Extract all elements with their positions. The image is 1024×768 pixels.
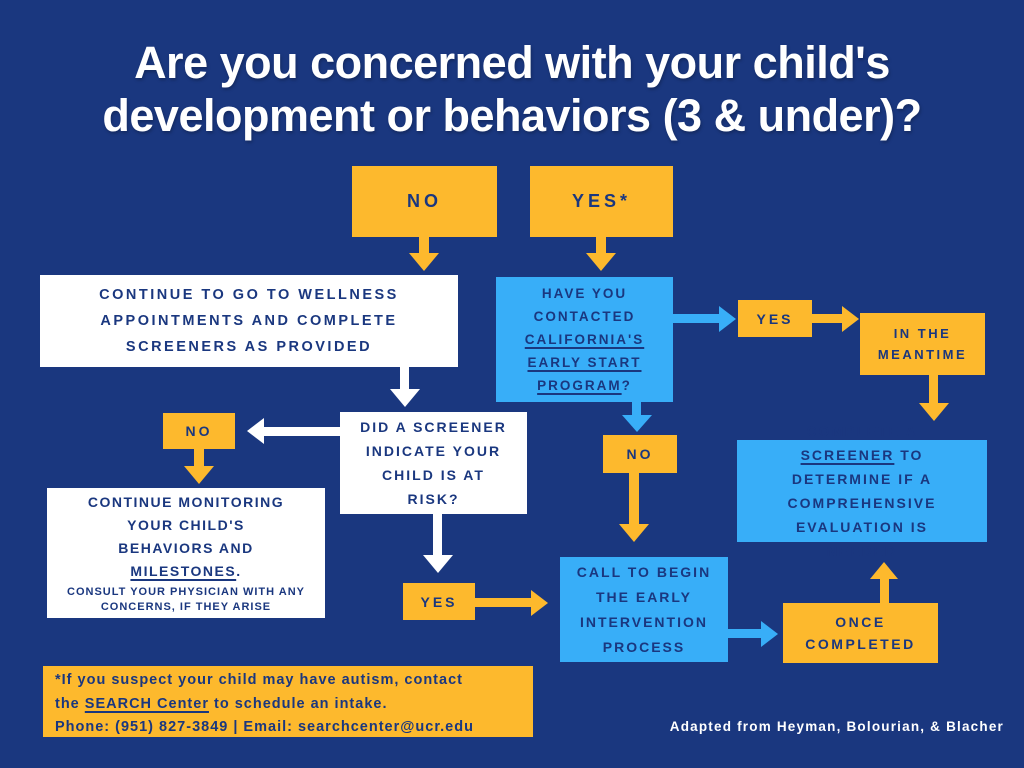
node-monitoring-subtext: CONSULT YOUR PHYSICIAN WITH ANY CONCERNS… <box>67 586 305 613</box>
arrow-once-screener-stem <box>880 579 889 603</box>
arrow-screener-yesbottom-head <box>423 555 453 573</box>
node-continue-monitoring: CONTINUE MONITORING YOUR CHILD'S BEHAVIO… <box>47 488 325 618</box>
footnote-line2-post: to schedule an intake. <box>208 695 388 712</box>
arrow-wellness-screener-stem <box>400 367 409 389</box>
footnote-line2-pre: the <box>55 695 85 712</box>
arrow-once-screener-head <box>870 562 898 579</box>
node-wellness: CONTINUE TO GO TO WELLNESS APPOINTMENTS … <box>40 275 458 367</box>
arrow-noleft-monitoring-stem <box>194 449 204 466</box>
early-start-program-link[interactable]: CALIFORNIA'S EARLY START PROGRAM <box>524 332 645 393</box>
arrow-earlystart-no-stem <box>632 402 641 415</box>
arrow-nomiddle-call-head <box>619 524 649 542</box>
arrow-yes-top-stem <box>596 237 606 253</box>
node-no-top-label: NO <box>407 191 442 211</box>
footnote-contact-line: Phone: (951) 827-3849 | Email: searchcen… <box>55 719 474 735</box>
screener-link[interactable]: SCREENER <box>800 447 895 463</box>
node-once-completed: ONCE COMPLETED <box>783 603 938 663</box>
node-in-the-meantime-text: IN THE MEANTIME <box>877 326 968 362</box>
node-yes-top-label: YES* <box>571 191 632 211</box>
node-complete-screener: COMPLETE A SCREENER TO DETERMINE IF A CO… <box>737 423 987 559</box>
page-title-line1: Are you concerned with your child's <box>134 37 890 88</box>
arrow-earlystart-yes-stem <box>673 314 719 323</box>
node-complete-screener-text: COMPLETE A SCREENER TO DETERMINE IF A CO… <box>762 419 962 563</box>
page-title: Are you concerned with your child's deve… <box>0 36 1024 142</box>
node-early-start-text: HAVE YOU CONTACTED CALIFORNIA'S EARLY ST… <box>504 282 665 397</box>
node-no-middle: NO <box>603 435 677 473</box>
arrow-yesbottom-call-stem <box>475 598 531 607</box>
arrow-earlystart-no-head <box>622 415 652 432</box>
node-did-screener-text: DID A SCREENER INDICATE YOUR CHILD IS AT… <box>360 419 507 507</box>
node-yes-bottom-label: YES <box>420 593 458 610</box>
node-monitoring-main: CONTINUE MONITORING YOUR CHILD'S BEHAVIO… <box>47 491 325 583</box>
arrow-nomiddle-call-stem <box>629 473 639 524</box>
arrow-screener-noleft-stem <box>264 427 340 436</box>
node-yes-right-label: YES <box>756 310 794 327</box>
node-no-middle-label: NO <box>626 446 654 462</box>
arrow-screener-yesbottom-stem <box>433 514 442 555</box>
node-early-start-post: ? <box>621 378 632 393</box>
node-wellness-text: CONTINUE TO GO TO WELLNESS APPOINTMENTS … <box>99 287 399 355</box>
search-center-link[interactable]: SEARCH Center <box>84 695 209 712</box>
node-early-start-pre: HAVE YOU CONTACTED <box>533 286 636 324</box>
arrow-no-top-stem <box>419 237 429 253</box>
attribution-text: Adapted from Heyman, Bolourian, & Blache… <box>669 719 1004 734</box>
node-complete-screener-post: TO DETERMINE IF A COMPREHENSIVE EVALUATI… <box>787 447 937 559</box>
node-call-to-begin: CALL TO BEGIN THE EARLY INTERVENTION PRO… <box>560 557 728 662</box>
node-no-top: NO <box>352 166 497 237</box>
node-monitoring-post: . <box>236 563 242 579</box>
arrow-screener-noleft-head <box>247 418 264 444</box>
footnote-line2: the SEARCH Center to schedule an intake. <box>55 693 521 717</box>
node-no-left-label: NO <box>185 423 213 439</box>
footnote-line1: *If you suspect your child may have auti… <box>55 672 463 688</box>
milestones-link[interactable]: MILESTONES <box>130 563 237 579</box>
arrow-meantime-screener-stem <box>929 375 938 403</box>
arrow-yesright-meantime-head <box>842 306 859 332</box>
arrow-yes-top-head <box>586 253 616 271</box>
node-yes-bottom: YES <box>403 583 475 620</box>
node-call-to-begin-text: CALL TO BEGIN THE EARLY INTERVENTION PRO… <box>576 563 712 655</box>
node-yes-right: YES <box>738 300 812 337</box>
node-no-left: NO <box>163 413 235 449</box>
node-did-screener-question: DID A SCREENER INDICATE YOUR CHILD IS AT… <box>340 412 527 514</box>
arrow-call-once-stem <box>728 629 761 638</box>
node-yes-top: YES* <box>530 166 673 237</box>
arrow-call-once-head <box>761 621 778 647</box>
arrow-noleft-monitoring-head <box>184 466 214 484</box>
node-early-start-question: HAVE YOU CONTACTED CALIFORNIA'S EARLY ST… <box>496 277 673 402</box>
arrow-earlystart-yes-head <box>719 306 736 332</box>
arrow-wellness-screener-head <box>390 389 420 407</box>
footnote-box: *If you suspect your child may have auti… <box>43 666 533 737</box>
page-title-line2: development or behaviors (3 & under)? <box>102 90 922 141</box>
node-in-the-meantime: IN THE MEANTIME <box>860 313 985 375</box>
arrow-yesright-meantime-stem <box>812 314 842 323</box>
arrow-meantime-screener-head <box>919 403 949 421</box>
arrow-no-top-head <box>409 253 439 271</box>
arrow-yesbottom-call-head <box>531 590 548 616</box>
node-once-completed-text: ONCE COMPLETED <box>805 614 916 652</box>
node-monitoring-pre: CONTINUE MONITORING YOUR CHILD'S BEHAVIO… <box>87 494 285 556</box>
node-complete-screener-pre: COMPLETE A <box>806 423 918 439</box>
